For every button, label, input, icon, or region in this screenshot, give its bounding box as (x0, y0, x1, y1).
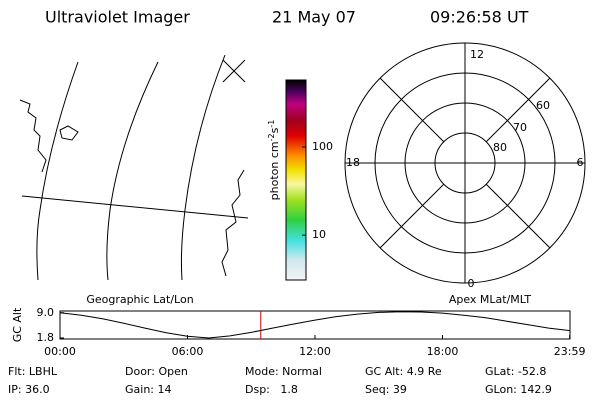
colorbar-tick-label: 100 (312, 140, 333, 153)
info-field: Door: Open (125, 365, 188, 378)
info-field: Flt: LBHL (8, 365, 58, 378)
colorbar-label: photon cm-2s-1 (267, 120, 282, 201)
info-field: Gain: 14 (125, 383, 172, 396)
info-field: GLon: 142.9 (485, 383, 552, 396)
mlt-label: 18 (346, 156, 360, 169)
info-field: IP: 36.0 (8, 383, 50, 396)
label-part: -1 (267, 120, 276, 128)
x-tick-label: 00:00 (44, 345, 76, 358)
annotation: Geographic Lat/Lon (86, 293, 193, 306)
polar-grid (344, 42, 586, 284)
mlat-label: 70 (513, 121, 527, 134)
x-tick-label: 23:59 (554, 345, 586, 358)
x-tick-label: 12:00 (299, 345, 331, 358)
info-field: Seq: 39 (365, 383, 407, 396)
mlat-label: 60 (536, 99, 550, 112)
info-field: Mode: Normal (245, 365, 322, 378)
colorbar (285, 79, 307, 281)
mlt-label: 12 (470, 48, 484, 61)
x-tick-label: 06:00 (172, 345, 204, 358)
label-part: -2 (267, 133, 276, 141)
annotation: Apex MLat/MLT (449, 293, 532, 306)
mlt-label: 0 (468, 277, 475, 290)
info-field: Dsp: 1.8 (245, 383, 298, 396)
label-part: s (268, 127, 281, 133)
y-tick-label: 9.0 (37, 306, 55, 319)
x-tick-label: 18:00 (427, 345, 459, 358)
colorbar-tick-label: 10 (312, 228, 326, 241)
y-tick-label: 1.8 (37, 331, 55, 344)
time: 09:26:58 UT (430, 8, 529, 27)
plot-frame (59, 310, 571, 340)
mlat-label: 80 (493, 141, 507, 154)
y-label: GC Alt (11, 307, 24, 342)
label-part: photon cm (268, 141, 281, 200)
info-field: GLat: -52.8 (485, 365, 546, 378)
mlt-label: 6 (577, 156, 584, 169)
altitude-line (59, 311, 571, 339)
title: Ultraviolet Imager (45, 8, 190, 27)
date: 21 May 07 (272, 8, 356, 27)
map (19, 54, 249, 281)
info-field: GC Alt: 4.9 Re (365, 365, 442, 378)
